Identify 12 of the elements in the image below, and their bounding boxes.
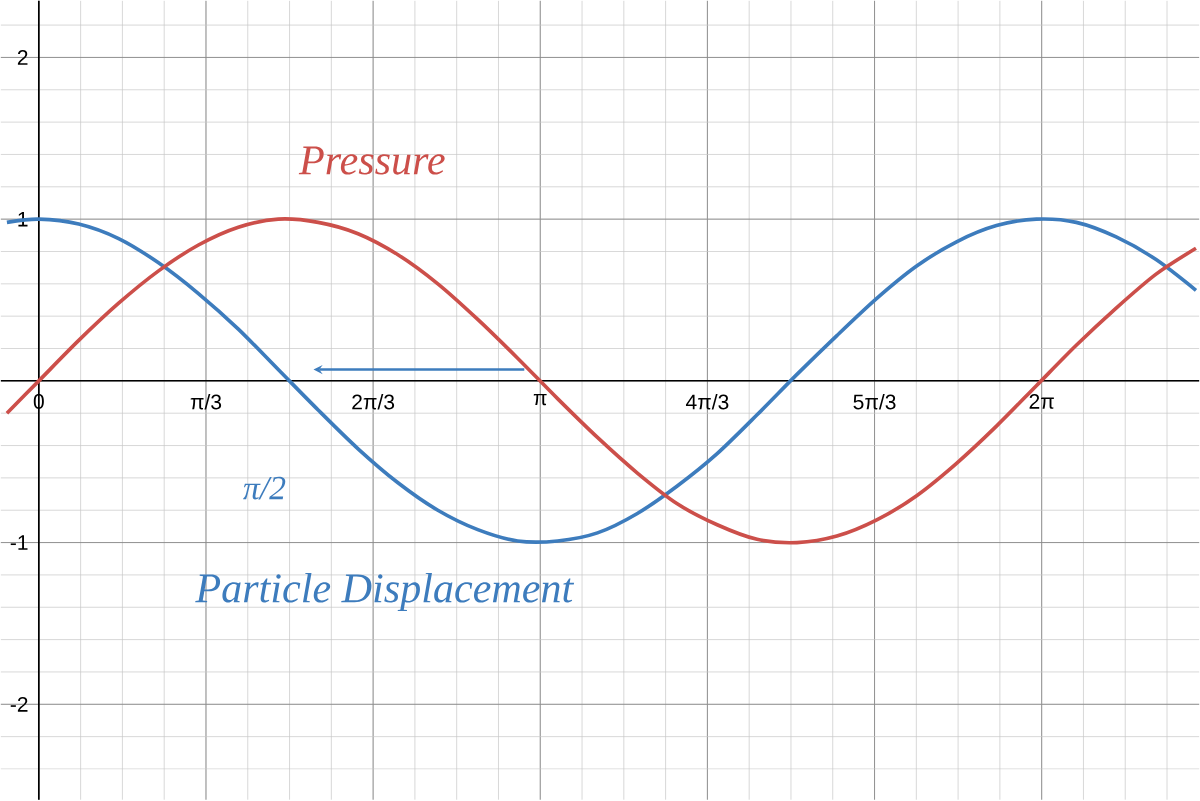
y-tick-label: -2: [10, 697, 28, 712]
x-tick-label: π/3: [190, 394, 222, 410]
y-tick-label: 2: [17, 50, 28, 65]
x-tick-label: π: [533, 394, 547, 406]
x-tick-label: 2π/3: [352, 394, 395, 410]
annotation: Pressure: [298, 146, 445, 175]
x-tick-label: 2π: [1029, 394, 1054, 410]
y-tick-label: -1: [10, 535, 28, 551]
annotation: π/2: [243, 477, 286, 500]
x-tick-label: 4π/3: [685, 394, 729, 410]
x-tick-label: 5π/3: [853, 394, 896, 410]
annotation: Particle Displacement: [195, 573, 575, 612]
